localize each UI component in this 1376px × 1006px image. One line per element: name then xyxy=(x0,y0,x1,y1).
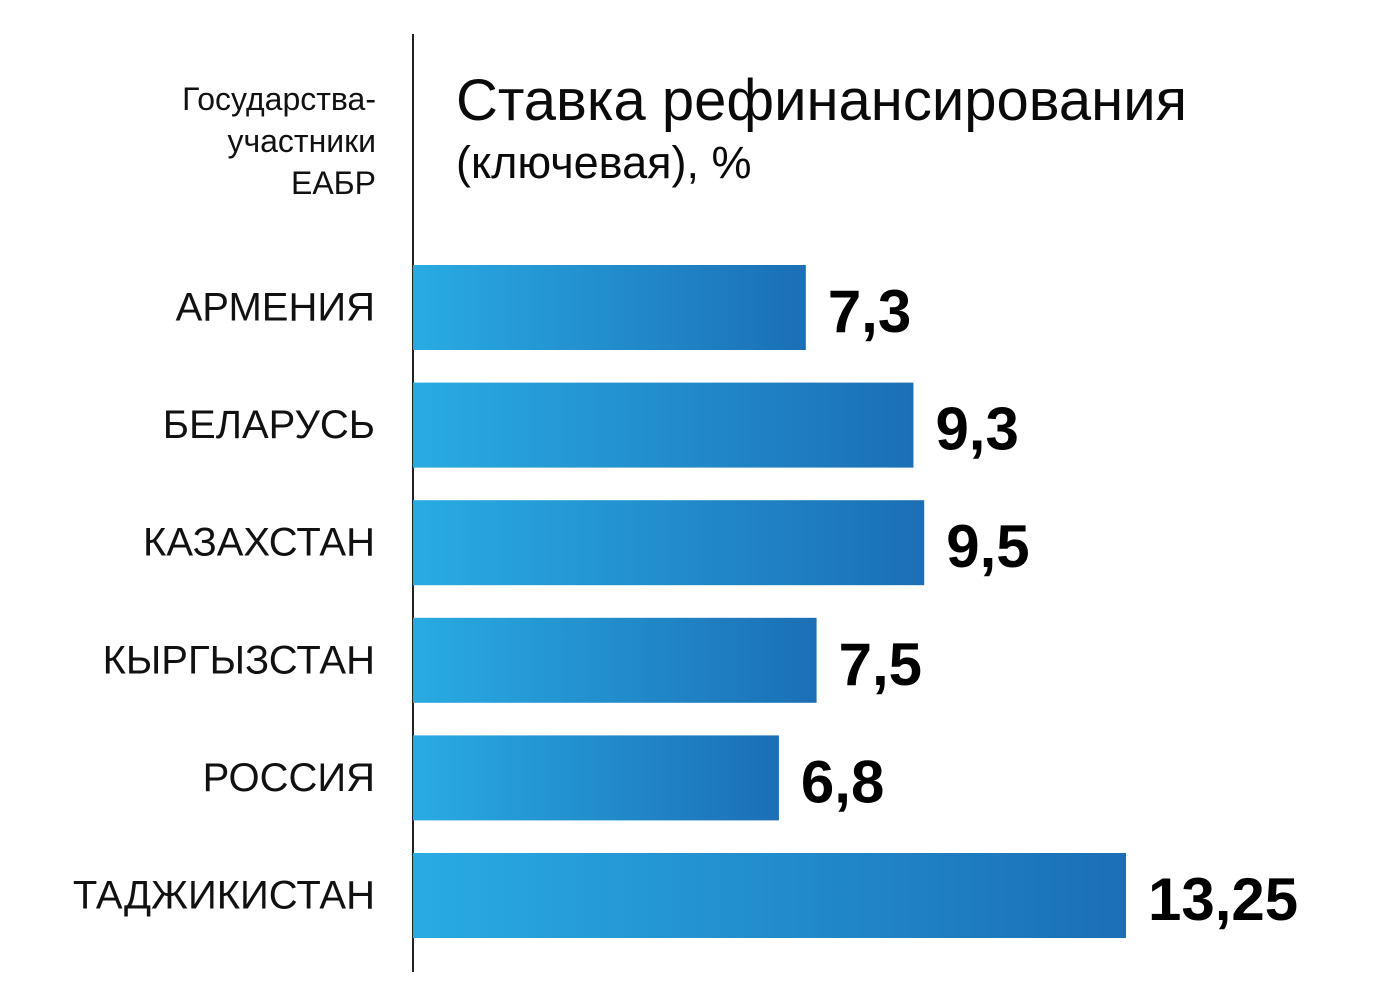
header-line-1: Государства- xyxy=(182,81,376,117)
chart-subtitle: (ключевая), % xyxy=(456,137,752,188)
value-label-3: 9,5 xyxy=(946,513,1029,580)
bars-group: АРМЕНИЯ 7,3 БЕЛАРУСЬ 9,3 КАЗАХСТАН 9,5 КЫРГЫЗС… xyxy=(73,265,1298,938)
value-label-6: 13,25 xyxy=(1148,866,1298,933)
bar-2 xyxy=(413,382,914,468)
header-line-2: участники xyxy=(227,123,376,159)
category-label-3: КАЗАХСТАН xyxy=(143,521,375,565)
bar-6 xyxy=(413,853,1126,938)
category-label-1: АРМЕНИЯ xyxy=(176,286,375,330)
chart-title: Ставка рефинансирования xyxy=(456,68,1188,133)
value-label-2: 9,3 xyxy=(935,396,1018,463)
category-label-6: ТАДЖИКИСТАН xyxy=(73,874,375,918)
category-label-5: РОССИЯ xyxy=(203,756,375,800)
chart-title-block: Ставка рефинансирования (ключевая), % xyxy=(456,66,1187,190)
bar-5 xyxy=(413,735,779,821)
bar-1 xyxy=(413,265,806,350)
value-label-5: 6,8 xyxy=(801,748,884,815)
value-label-1: 7,3 xyxy=(828,278,911,345)
value-label-4: 7,5 xyxy=(839,631,922,698)
bar-3 xyxy=(413,500,925,586)
category-label-2: БЕЛАРУСЬ xyxy=(163,403,375,447)
header-line-3: ЕАБР xyxy=(290,165,376,201)
header-member-states: Государства- участники ЕАБР xyxy=(182,78,376,204)
category-label-4: КЫРГЫЗСТАН xyxy=(103,638,375,682)
bar-4 xyxy=(413,617,817,703)
